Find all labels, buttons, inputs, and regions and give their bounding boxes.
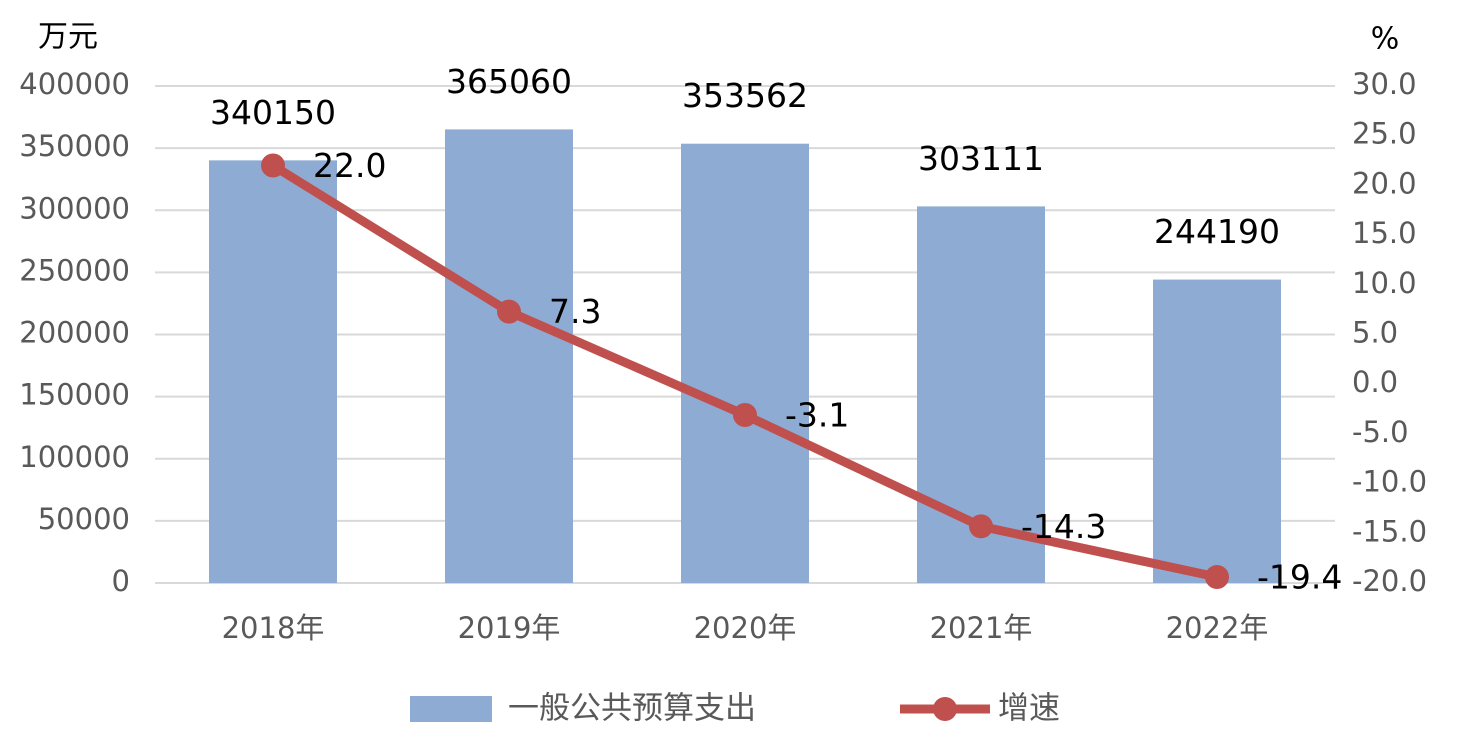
x-tick-label: 2018年 xyxy=(222,611,325,645)
y2-tick-label: -10.0 xyxy=(1352,465,1427,499)
bar xyxy=(445,129,573,583)
y2-tick-label: -15.0 xyxy=(1352,514,1427,548)
y-tick-label: 200000 xyxy=(19,316,130,350)
bar-value-label: 365060 xyxy=(446,62,572,101)
y2-unit: % xyxy=(1371,22,1400,57)
bar-value-label: 244190 xyxy=(1154,212,1280,251)
y-tick-label: 100000 xyxy=(19,440,130,474)
y-tick-label: 250000 xyxy=(19,253,130,287)
y2-tick-label: 5.0 xyxy=(1352,316,1398,350)
line-value-label: -3.1 xyxy=(785,396,849,435)
y2-tick-label: 25.0 xyxy=(1352,117,1417,151)
bar xyxy=(209,160,337,583)
line-value-label: 7.3 xyxy=(549,292,601,331)
y-tick-label: 50000 xyxy=(38,502,130,536)
y2-tick-label: -20.0 xyxy=(1352,564,1427,598)
x-tick-label: 2019年 xyxy=(458,611,561,645)
legend-label: 一般公共预算支出 xyxy=(508,691,756,727)
y2-tick-label: 20.0 xyxy=(1352,166,1417,200)
x-tick-label: 2022年 xyxy=(1166,611,1269,645)
bar-value-label: 303111 xyxy=(918,139,1044,178)
y-tick-label: 400000 xyxy=(19,67,130,101)
legend-swatch xyxy=(410,696,492,722)
x-tick-label: 2021年 xyxy=(930,611,1033,645)
y-tick-label: 0 xyxy=(112,564,130,598)
bar-value-label: 353562 xyxy=(682,76,808,115)
line-marker xyxy=(733,403,757,428)
line-marker xyxy=(969,514,993,539)
y-unit: 万元 xyxy=(38,20,98,55)
bar-value-label: 340150 xyxy=(210,93,336,132)
bar xyxy=(681,143,809,583)
y2-tick-label: 15.0 xyxy=(1352,216,1417,250)
y2-tick-label: 0.0 xyxy=(1352,365,1398,399)
x-tick-label: 2020年 xyxy=(694,611,797,645)
bar xyxy=(1153,279,1281,583)
line-value-label: -19.4 xyxy=(1257,558,1342,597)
line-value-label: 22.0 xyxy=(313,146,386,185)
line-marker xyxy=(497,299,521,324)
line-value-label: -14.3 xyxy=(1021,507,1106,546)
legend-label: 增速 xyxy=(998,691,1060,727)
line-marker xyxy=(261,153,285,178)
y2-tick-label: -5.0 xyxy=(1352,415,1409,449)
y-tick-label: 300000 xyxy=(19,191,130,225)
y-tick-label: 350000 xyxy=(19,129,130,163)
line-marker xyxy=(1205,565,1229,590)
y-tick-label: 150000 xyxy=(19,378,130,412)
y2-tick-label: 10.0 xyxy=(1352,266,1417,300)
legend-marker xyxy=(933,697,957,721)
y2-tick-label: 30.0 xyxy=(1352,67,1417,101)
